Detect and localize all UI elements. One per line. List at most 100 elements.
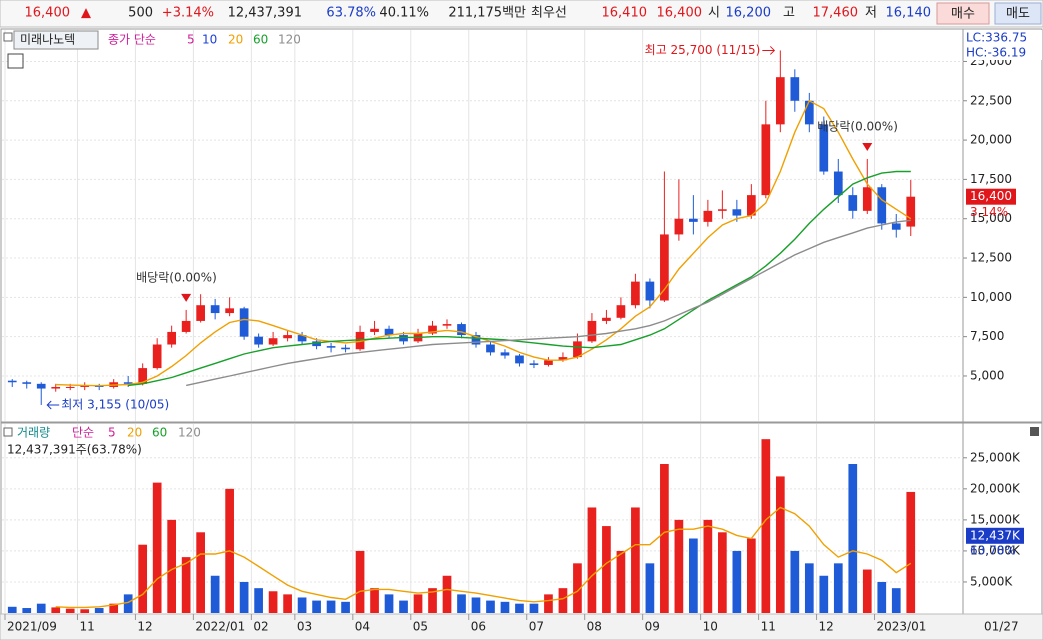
candle-body <box>225 308 234 314</box>
volume-legend-title: 단순 <box>72 426 94 440</box>
volume-bar <box>500 601 510 613</box>
volume-bar <box>703 519 713 613</box>
volume-bar <box>877 581 887 613</box>
high-label: 고 <box>783 6 795 21</box>
up-arrow: ▲ <box>81 6 91 21</box>
volume-bar <box>36 603 46 613</box>
buy-button[interactable] <box>936 2 990 25</box>
ma-legend: 5 <box>108 426 116 440</box>
low-annotation: 최저 3,155 (10/05) <box>61 397 169 411</box>
candle-body <box>732 209 742 216</box>
y-tick-label: 25,000K <box>970 450 1021 464</box>
volume-bar <box>167 519 177 613</box>
close-icon[interactable] <box>1030 427 1039 436</box>
ma-legend: 5 <box>187 33 195 47</box>
candle-body <box>515 355 524 364</box>
dividend-label: 배당락(0.00%) <box>817 119 898 133</box>
ma-legend: 20 <box>228 33 243 47</box>
y-tick-label: 10,000 <box>970 290 1012 304</box>
candle-body <box>631 281 640 306</box>
volume-bar <box>471 597 481 613</box>
volume-bar <box>862 569 872 613</box>
candle-body <box>239 308 249 337</box>
volume-bar <box>428 588 437 613</box>
candle-body <box>486 344 495 353</box>
volume-bar <box>718 532 727 613</box>
volume-bar <box>790 550 800 613</box>
stock-name: 미래나노텍 <box>20 33 75 47</box>
ma-legend: 120 <box>178 426 201 440</box>
candle-body <box>384 328 394 336</box>
sell-button[interactable] <box>994 2 1042 25</box>
volume-bar <box>283 594 292 613</box>
grid-icon <box>7 53 24 69</box>
volume-bar <box>848 464 858 613</box>
volume-bar <box>616 550 626 613</box>
candle-body <box>268 338 278 345</box>
high: 17,460 <box>813 6 859 21</box>
y-tick-label: 10,000K <box>970 543 1021 557</box>
candle-body <box>573 341 582 358</box>
candle-body <box>529 363 539 365</box>
dividend-marker <box>862 142 873 151</box>
candle-body <box>790 77 800 101</box>
volume-bar <box>544 594 553 613</box>
volume-bar <box>906 491 916 613</box>
volume-bar <box>399 600 408 613</box>
volume-bar <box>254 588 263 613</box>
bid: 16,400 <box>657 6 703 21</box>
volume-bar <box>819 575 829 613</box>
y-tick-label: 7,500 <box>970 329 1004 343</box>
sell-button-label[interactable]: 매도 <box>1006 7 1030 22</box>
candle-body <box>457 324 466 336</box>
open-label: 시 <box>708 6 720 21</box>
hc-label: HC:-36.19 <box>966 46 1026 60</box>
candle-body <box>558 357 568 361</box>
candle-body <box>746 195 756 216</box>
x-tick-label: 2023/01 <box>877 620 927 634</box>
volume-bar <box>268 591 278 613</box>
low: 16,140 <box>886 6 932 21</box>
best-label: 최우선 <box>531 6 567 21</box>
last-price-label: 16,400 <box>970 189 1012 203</box>
quote-bar-bg <box>0 0 1043 28</box>
x-tick-label: 06 <box>471 620 486 634</box>
candle-body <box>428 325 437 334</box>
y-tick-label: 12,500 <box>970 251 1012 265</box>
volume-bar <box>384 594 394 613</box>
volume-ratio: 63.78% <box>326 6 376 21</box>
candle-body <box>181 320 191 332</box>
price-legend-title: 종가 단순 <box>108 33 156 47</box>
candle-body <box>152 344 162 369</box>
volume-bar <box>833 563 843 613</box>
volume-bar <box>181 557 191 613</box>
volume-bar <box>732 550 742 613</box>
candle-body <box>355 331 365 350</box>
candle-body <box>674 218 684 235</box>
y-tick-label: 20,000 <box>970 133 1012 147</box>
candle-body <box>399 335 408 342</box>
low-arrow <box>46 400 60 410</box>
candle-body <box>891 223 901 230</box>
candle-body <box>297 335 307 342</box>
turnover: 40.11% <box>379 6 429 21</box>
ma-legend: 20 <box>127 426 142 440</box>
volume-bar <box>775 476 785 613</box>
volume-bar <box>645 563 655 613</box>
buy-button-label[interactable]: 매수 <box>951 7 975 22</box>
y-tick-label: 20,000K <box>970 481 1021 495</box>
candle-body <box>326 346 336 348</box>
x-tick-label: 11 <box>79 620 94 634</box>
candle-body <box>906 196 916 227</box>
ma-legend: 60 <box>253 33 268 47</box>
date-axis <box>0 613 1043 640</box>
volume-bar <box>746 538 756 613</box>
volume-bar <box>529 603 539 613</box>
volume-bar <box>65 608 75 613</box>
candle-body <box>341 347 350 350</box>
x-tick-label: 10 <box>703 620 718 634</box>
volume-bar <box>22 608 32 613</box>
price-change: 500 <box>128 6 153 21</box>
candle-body <box>645 281 655 301</box>
y-tick-label: 15,000 <box>970 211 1012 225</box>
